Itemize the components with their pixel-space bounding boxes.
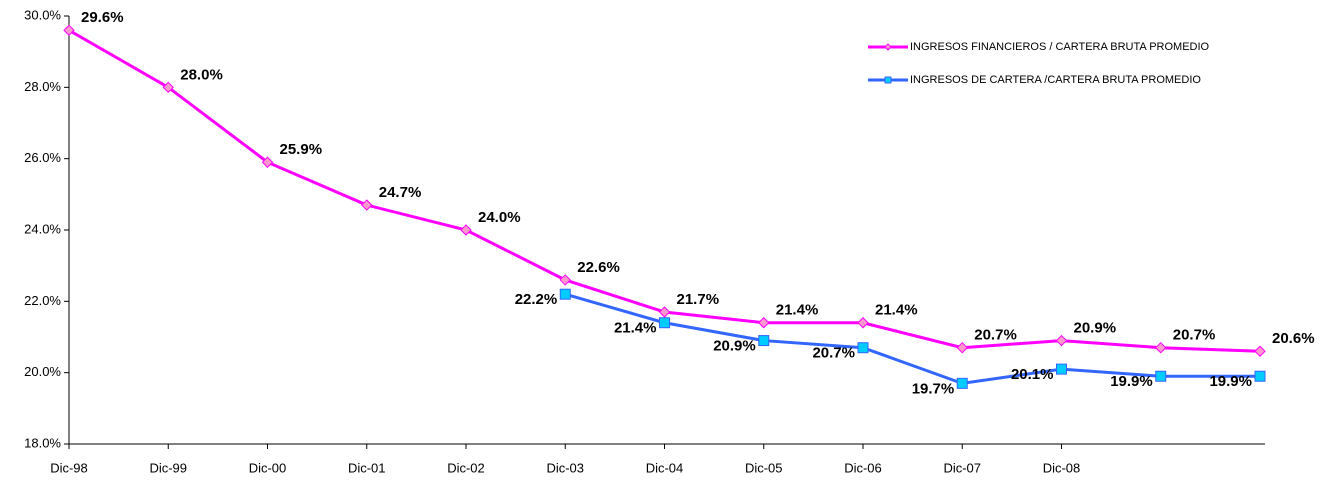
marker (1155, 370, 1167, 382)
data-label: 20.7% (974, 327, 1017, 344)
data-label: 22.6% (577, 259, 620, 276)
y-tick-label: 18.0% (24, 435, 61, 450)
data-label: 19.7% (912, 380, 955, 397)
data-label: 28.0% (180, 66, 223, 83)
data-label: 21.4% (614, 320, 657, 337)
data-label: 22.2% (515, 291, 558, 308)
marker (1055, 334, 1068, 347)
series-line (564, 292, 1260, 385)
data-label: 24.0% (478, 209, 521, 226)
x-tick-label: Dic-08 (1043, 460, 1081, 475)
marker (857, 342, 869, 354)
data-label: 19.9% (1209, 373, 1252, 390)
y-tick-label: 30.0% (24, 7, 61, 22)
marker (559, 274, 571, 286)
y-tick-label: 28.0% (24, 79, 61, 94)
x-tick-label: Dic-06 (844, 460, 882, 475)
x-tick-label: Dic-02 (447, 460, 485, 475)
data-label: 20.1% (1011, 366, 1054, 383)
data-label: 29.6% (81, 9, 124, 26)
x-tick-label: Dic-03 (546, 460, 584, 475)
marker (658, 306, 671, 318)
data-label: 20.7% (812, 345, 855, 362)
x-tick-label: Dic-01 (348, 460, 386, 475)
marker (63, 24, 75, 36)
y-tick-label: 22.0% (24, 293, 61, 308)
marker (956, 341, 968, 354)
data-label: 24.7% (379, 184, 422, 201)
marker (261, 156, 274, 168)
marker (758, 335, 770, 347)
data-label: 20.9% (713, 338, 756, 355)
data-label: 21.7% (677, 291, 720, 308)
marker (559, 288, 571, 300)
data-label: 19.9% (1110, 373, 1153, 390)
y-tick-label: 26.0% (24, 150, 61, 165)
marker (1254, 345, 1266, 357)
marker (162, 81, 174, 94)
x-tick-label: Dic-98 (50, 460, 88, 475)
marker (1254, 370, 1266, 382)
y-tick-label: 24.0% (24, 221, 61, 236)
x-tick-label: Dic-07 (943, 460, 981, 475)
marker (659, 317, 670, 329)
marker (857, 317, 869, 329)
x-tick-label: Dic-05 (745, 460, 783, 475)
marker (1155, 341, 1167, 354)
data-label: 25.9% (280, 141, 323, 158)
marker (460, 224, 472, 236)
data-label: 20.6% (1272, 330, 1315, 347)
data-label: 20.9% (1074, 320, 1117, 337)
marker (361, 199, 373, 211)
data-label: 20.7% (1173, 327, 1216, 344)
x-tick-label: Dic-04 (646, 460, 684, 475)
y-tick-label: 20.0% (24, 364, 61, 379)
legend-marker (884, 76, 892, 84)
marker (1056, 363, 1067, 375)
data-label: 21.4% (776, 302, 819, 319)
marker (956, 377, 968, 389)
marker (758, 317, 770, 329)
x-tick-label: Dic-00 (249, 460, 287, 475)
legend-marker (884, 43, 892, 51)
data-label: 21.4% (875, 302, 918, 319)
legend-label: INGRESOS DE CARTERA /CARTERA BRUTA PROME… (910, 74, 1201, 86)
legend-label: INGRESOS FINANCIEROS / CARTERA BRUTA PRO… (910, 41, 1210, 53)
x-tick-label: Dic-99 (149, 460, 187, 475)
